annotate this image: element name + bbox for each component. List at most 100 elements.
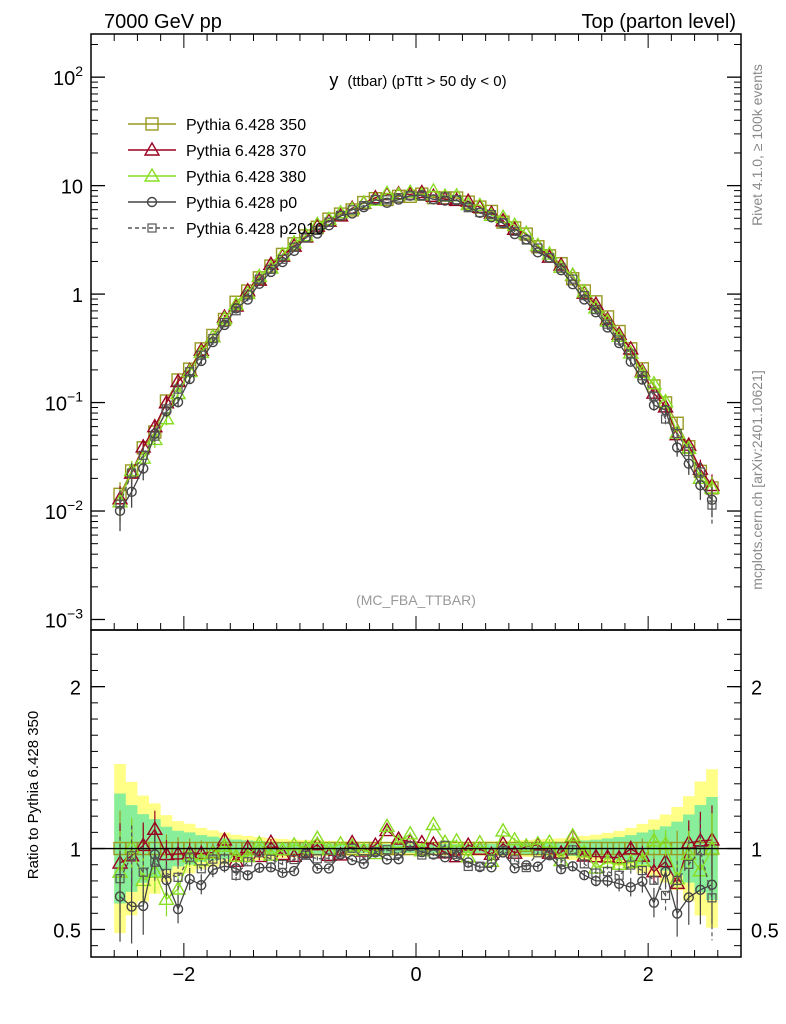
header-process: Top (parton level) <box>581 11 736 33</box>
ratio-point <box>471 834 489 849</box>
y-tick-label: 10 <box>61 177 83 199</box>
ratio-y-tick-label-right: 0.5 <box>751 920 779 942</box>
legend-entry: Pythia 6.428 380 <box>128 167 306 186</box>
ratio-point <box>254 862 265 874</box>
mcplots-label: mcplots.cern.ch [arXiv:2401.10621] <box>749 370 765 589</box>
plot-title-variable: y <box>329 70 338 90</box>
ratio-point <box>506 831 523 846</box>
ratio-point <box>393 849 404 859</box>
ratio-point <box>649 875 659 885</box>
ratio-point <box>576 843 593 858</box>
ratio-point <box>378 822 396 837</box>
data-point <box>312 225 322 236</box>
data-point <box>219 317 230 328</box>
ratio-point <box>239 848 256 863</box>
ratio-point <box>518 837 535 852</box>
data-point <box>370 195 380 205</box>
ratio-point <box>648 897 660 908</box>
ratio-point <box>541 833 558 848</box>
ratio-point <box>173 872 183 882</box>
ratio-point <box>602 866 613 877</box>
ratio-point <box>231 870 241 880</box>
ratio-y-tick-label: 0.5 <box>53 920 81 942</box>
data-point <box>579 291 589 301</box>
legend-label: Pythia 6.428 380 <box>186 169 306 186</box>
analysis-watermark: (MC_FBA_TTBAR) <box>356 592 476 608</box>
y-tick-label: 10−2 <box>45 497 83 524</box>
data-point <box>452 195 462 205</box>
legend-marker <box>147 223 157 233</box>
ratio-point <box>346 854 358 866</box>
ratio-point <box>626 860 636 870</box>
data-point <box>428 194 439 204</box>
data-point <box>138 450 148 460</box>
data-point <box>568 274 578 284</box>
ratio-point <box>382 845 392 855</box>
data-point <box>231 306 241 316</box>
ratio-point <box>564 827 581 842</box>
y-tick-label-exponent: 2 <box>75 63 83 79</box>
ratio-point <box>428 849 439 859</box>
ratio-point <box>227 847 245 862</box>
ratio-point <box>645 832 663 847</box>
ratio-point <box>591 868 601 878</box>
ratio-point <box>196 879 207 891</box>
legend-marker <box>143 167 161 182</box>
data-point <box>277 254 288 264</box>
ratio-point <box>378 818 396 833</box>
data-point <box>591 304 601 315</box>
ratio-point <box>150 857 160 867</box>
y-tick-label: 1 <box>72 285 83 307</box>
data-point <box>127 468 137 478</box>
ratio-line <box>119 844 713 898</box>
ratio-point <box>138 900 149 912</box>
data-point <box>347 205 357 215</box>
ratio-point <box>266 854 276 864</box>
series-line <box>119 194 713 512</box>
y-tick-label-base: 10 <box>45 610 67 632</box>
data-point <box>475 207 485 218</box>
data-point <box>173 384 183 394</box>
legend-marker <box>143 141 161 156</box>
data-point <box>486 210 497 220</box>
series-line <box>119 194 713 506</box>
ratio-point <box>556 857 566 867</box>
legend-label: Pythia 6.428 p0 <box>186 195 297 212</box>
data-point <box>405 191 415 201</box>
ratio-axes: 0.5 0.5 1 1 2 2 −2 0 2 <box>53 629 779 986</box>
ratio-point <box>324 853 334 863</box>
ratio-point <box>127 851 137 861</box>
ratio-point <box>196 864 206 874</box>
ratio-point <box>498 846 508 856</box>
ratio-point <box>288 865 300 877</box>
ratio-point <box>172 903 184 915</box>
data-point <box>196 350 206 360</box>
ratio-point <box>532 861 544 872</box>
ratio-point <box>567 861 578 872</box>
ratio-y-tick-label-right: 2 <box>751 678 762 700</box>
data-point <box>510 226 520 236</box>
data-point <box>126 486 137 498</box>
ratio-point <box>301 850 311 860</box>
ratio-point <box>158 890 175 906</box>
legend-entry: Pythia 6.428 p0 <box>128 195 297 212</box>
ratio-point <box>622 840 639 855</box>
legend-label: Pythia 6.428 p2010 <box>186 221 324 238</box>
ratio-point <box>390 833 407 849</box>
ratio-point <box>660 890 671 901</box>
data-point <box>695 467 705 477</box>
ratio-point <box>463 861 473 872</box>
data-point <box>707 500 717 510</box>
y-tick-label-base: 10 <box>53 68 75 90</box>
data-point <box>185 367 195 377</box>
ratio-point <box>169 845 187 860</box>
data-point <box>324 217 334 227</box>
ratio-point <box>169 880 187 895</box>
data-point <box>172 396 184 408</box>
ratio-point <box>216 837 233 852</box>
ratio-point <box>660 866 671 878</box>
data-point <box>556 263 566 273</box>
ratio-point <box>185 852 195 862</box>
data-point <box>637 371 647 381</box>
